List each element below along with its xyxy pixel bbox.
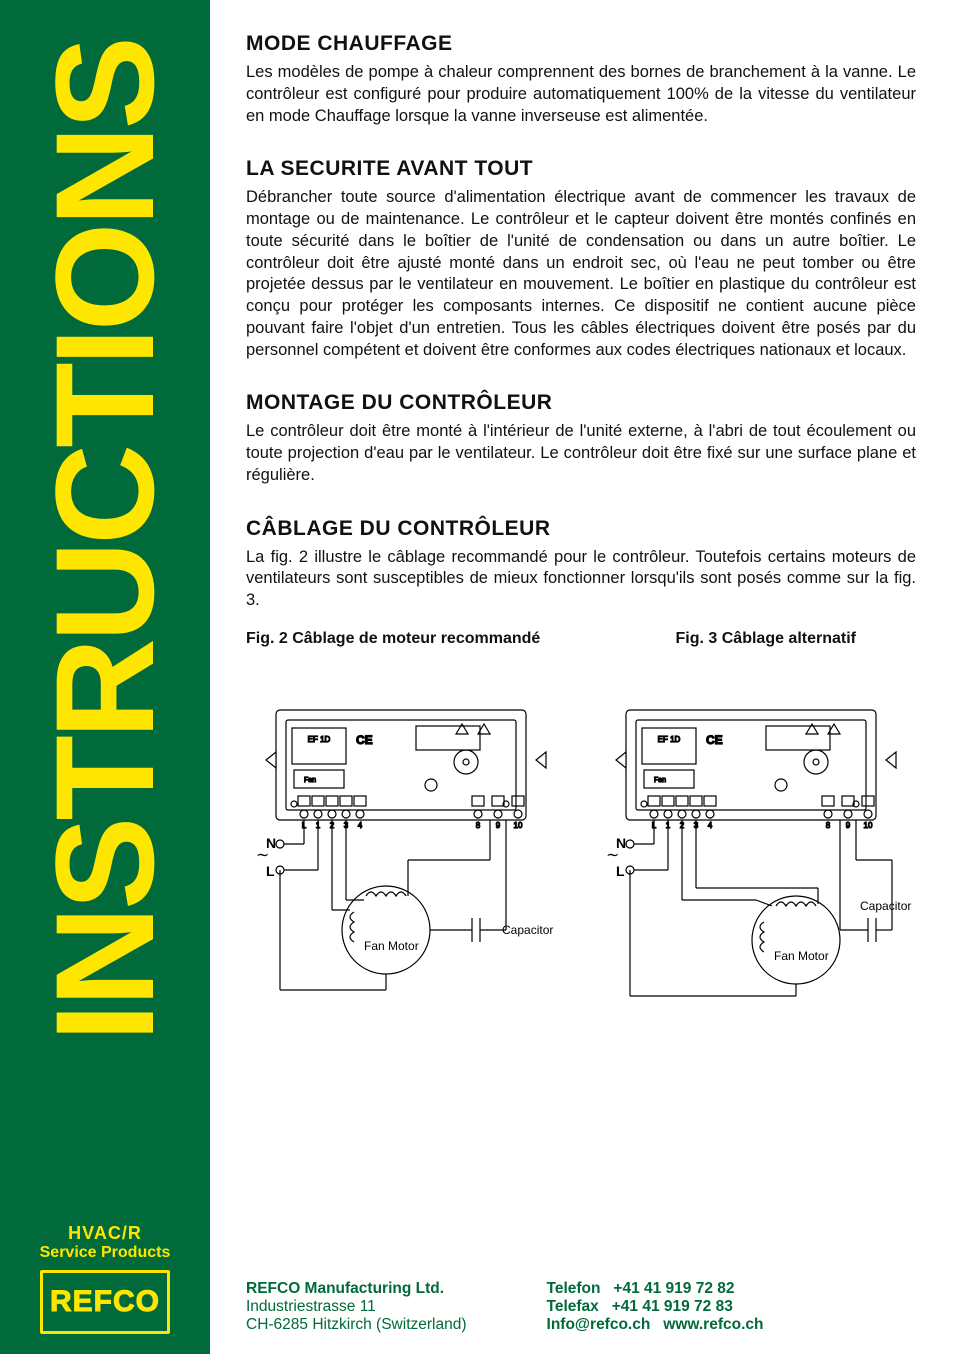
svg-text:CE: CE xyxy=(356,733,373,747)
vertical-title: INSTRUCTIONS xyxy=(41,40,170,1042)
heading: Mode Chauffage xyxy=(246,32,916,56)
svg-text:4: 4 xyxy=(358,821,363,830)
footer-address: REFCO Manufacturing Ltd. Industriestrass… xyxy=(246,1280,467,1334)
svg-text:EF 1D: EF 1D xyxy=(658,735,681,744)
fax-number: +41 41 919 72 83 xyxy=(612,1298,733,1315)
heading: La Securite Avant Tout xyxy=(246,157,916,181)
svg-text:L: L xyxy=(616,863,625,879)
svg-text:8: 8 xyxy=(826,821,831,830)
body-text: La fig. 2 illustre le câblage recommandé… xyxy=(246,547,916,612)
page: INSTRUCTIONS HVAC/R Service Products REF… xyxy=(0,0,954,1354)
tel-number: +41 41 919 72 82 xyxy=(613,1280,734,1297)
svg-text:∼: ∼ xyxy=(606,847,619,864)
sidebar: INSTRUCTIONS HVAC/R Service Products REF… xyxy=(0,0,210,1354)
svg-text:Fan: Fan xyxy=(304,777,316,784)
wiring-diagram-fig3: EF 1D CE Fan L12348910 N L ∼ xyxy=(596,700,916,1000)
email: Info@refco.ch xyxy=(547,1316,651,1333)
tagline-service: Service Products xyxy=(40,1244,171,1262)
svg-text:Capacitor: Capacitor xyxy=(502,923,553,937)
svg-text:10: 10 xyxy=(514,821,523,830)
brand-logo-text: REFCO xyxy=(50,1285,160,1319)
svg-text:Capacitor: Capacitor xyxy=(860,899,911,913)
svg-text:4: 4 xyxy=(708,821,713,830)
addr-line1: Industriestrasse 11 xyxy=(246,1298,376,1315)
company-name: REFCO Manufacturing Ltd. xyxy=(246,1280,444,1297)
footer-contact: Telefon +41 41 919 72 82 Telefax +41 41 … xyxy=(547,1280,764,1334)
svg-text:∼: ∼ xyxy=(256,847,269,864)
brand-logo: REFCO xyxy=(40,1270,170,1334)
figure-captions-row: Fig. 2 Câblage de moteur recommandé Fig.… xyxy=(246,630,916,648)
diagrams-row: EF 1D CE Fan L12348910 xyxy=(246,700,916,1000)
svg-text:L: L xyxy=(266,863,275,879)
body-text: Le contrôleur doit être monté à l'intéri… xyxy=(246,421,916,486)
wiring-diagram-fig2: EF 1D CE Fan L12348910 xyxy=(246,700,566,1000)
sidebar-bottom: HVAC/R Service Products REFCO xyxy=(40,1223,171,1334)
fig2-caption: Fig. 2 Câblage de moteur recommandé xyxy=(246,630,540,648)
tel-label: Telefon xyxy=(547,1280,601,1297)
svg-text:Fan Motor: Fan Motor xyxy=(364,939,419,953)
section-mode-chauffage: Mode Chauffage Les modèles de pompe à ch… xyxy=(246,32,916,127)
heading: Câblage du Contrôleur xyxy=(246,517,916,541)
section-cablage: Câblage du Contrôleur La fig. 2 illustre… xyxy=(246,517,916,612)
svg-text:9: 9 xyxy=(846,821,851,830)
svg-text:CE: CE xyxy=(706,733,723,747)
fig3-caption: Fig. 3 Câblage alternatif xyxy=(676,630,856,648)
fax-label: Telefax xyxy=(547,1298,599,1315)
main-content: Mode Chauffage Les modèles de pompe à ch… xyxy=(210,0,954,1354)
footer: REFCO Manufacturing Ltd. Industriestrass… xyxy=(246,1250,916,1334)
svg-text:9: 9 xyxy=(496,821,501,830)
svg-text:EF 1D: EF 1D xyxy=(308,735,331,744)
section-securite: La Securite Avant Tout Débrancher toute … xyxy=(246,157,916,361)
body-text: Les modèles de pompe à chaleur comprenne… xyxy=(246,62,916,127)
website: www.refco.ch xyxy=(663,1316,763,1333)
addr-line2: CH-6285 Hitzkirch (Switzerland) xyxy=(246,1316,467,1333)
heading: Montage du Contrôleur xyxy=(246,391,916,415)
svg-text:Fan Motor: Fan Motor xyxy=(774,949,829,963)
tagline-hvacr: HVAC/R xyxy=(40,1223,171,1244)
svg-text:10: 10 xyxy=(864,821,873,830)
section-montage: Montage du Contrôleur Le contrôleur doit… xyxy=(246,391,916,486)
body-text: Débrancher toute source d'alimentation é… xyxy=(246,187,916,361)
svg-text:8: 8 xyxy=(476,821,481,830)
svg-text:Fan: Fan xyxy=(654,777,666,784)
